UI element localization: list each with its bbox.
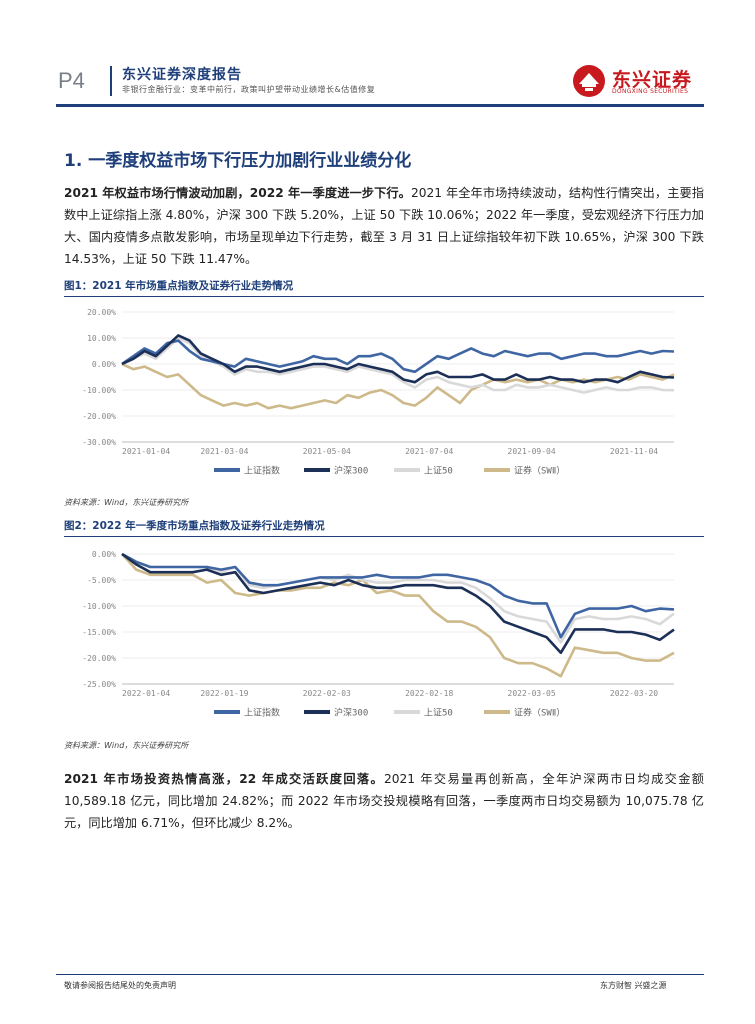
figure-2-chart: 0.00% -5.00% -10.00% -15.00% -20.00% -25.00% 2… <box>82 550 675 719</box>
header-rule <box>56 104 704 107</box>
paragraph-2-lead: 2021 年市场投资热情高涨，22 年成交活跃度回落。 <box>64 772 385 786</box>
y-tick-label: 0.00% <box>92 550 116 559</box>
y-tick-label: 20.00% <box>87 308 116 317</box>
footer-rule <box>56 974 704 975</box>
x-tick-label: 2021-11-04 <box>610 447 658 456</box>
x-tick-label: 2021-01-04 <box>122 447 170 456</box>
series-line-1 <box>121 334 675 384</box>
series-line-0 <box>121 339 675 374</box>
figure-1-rule <box>64 296 704 297</box>
x-tick-label: 2022-01-19 <box>200 689 248 698</box>
y-tick-label: -20.00% <box>82 412 116 421</box>
y-tick-label: -30.00% <box>82 438 116 447</box>
x-tick-label: 2021-03-04 <box>200 447 248 456</box>
x-tick-label: 2022-02-03 <box>303 689 351 698</box>
legend-label: 证券（SWⅡ） <box>514 707 565 719</box>
y-tick-label: 0.00% <box>92 360 116 369</box>
report-title: 东兴证券深度报告 <box>122 67 242 83</box>
company-logo: 东兴证券 DONGXING SECURITIES <box>572 64 702 98</box>
x-tick-label: 2022-03-05 <box>508 689 556 698</box>
legend-label: 沪深300 <box>334 465 368 477</box>
paragraph-2: 2021 年市场投资热情高涨，22 年成交活跃度回落。2021 年交易量再创新高… <box>64 768 704 834</box>
y-tick-label: -10.00% <box>82 602 116 611</box>
x-tick-label: 2022-01-04 <box>122 689 170 698</box>
x-tick-label: 2021-05-04 <box>303 447 351 456</box>
footer-disclaimer: 敬请参阅报告结尾处的免责声明 <box>64 981 176 990</box>
logo-text-en: DONGXING SECURITIES <box>612 88 689 95</box>
y-tick-label: -15.00% <box>82 628 116 637</box>
section-heading: 1. 一季度权益市场下行压力加剧行业业绩分化 <box>64 151 412 171</box>
y-tick-label: -5.00% <box>87 576 116 585</box>
paragraph-2-body: 2021 年交易量再创新高，全年沪深两市日均成交金额 10,589.18 亿元，… <box>64 772 704 830</box>
figure-2-rule <box>64 536 704 537</box>
x-tick-label: 2021-09-04 <box>508 447 556 456</box>
paragraph-1: 2021 年权益市场行情波动加剧，2022 年一季度进一步下行。2021 年全年… <box>64 182 704 270</box>
paragraph-1-body: 2021 年全年市场持续波动，结构性行情突出，主要指数中上证综指上涨 4.80%… <box>64 186 704 266</box>
legend-label: 沪深300 <box>334 707 368 719</box>
legend-label: 上证50 <box>424 466 453 477</box>
legend-label: 证券（SWⅡ） <box>514 465 565 477</box>
series-line-3 <box>121 553 675 678</box>
paragraph-1-lead: 2021 年权益市场行情波动加剧，2022 年一季度进一步下行。 <box>64 186 411 200</box>
y-tick-label: -10.00% <box>82 386 116 395</box>
header-divider <box>110 66 112 96</box>
footer-slogan: 东方财智 兴盛之源 <box>600 981 667 990</box>
series-line-3 <box>121 362 675 410</box>
legend-label: 上证50 <box>424 708 453 719</box>
figure-2-title: 图2：2022 年一季度市场重点指数及证券行业走势情况 <box>64 520 325 532</box>
series-line-1 <box>121 552 675 655</box>
y-tick-label: -25.00% <box>82 680 116 689</box>
figure-1-source: 资料来源：Wind，东兴证券研究所 <box>64 498 189 507</box>
x-tick-label: 2022-03-20 <box>610 689 658 698</box>
y-tick-label: 10.00% <box>87 334 116 343</box>
legend-label: 上证指数 <box>244 707 280 719</box>
logo-text-cn: 东兴证券 <box>612 69 693 91</box>
report-subtitle: 非银行金融行业：变革中前行，政策叫护望带动业绩增长&估值修复 <box>122 85 376 94</box>
series-line-0 <box>121 552 675 639</box>
y-tick-label: -20.00% <box>82 654 116 663</box>
page-number: P4 <box>58 68 85 93</box>
figure-1-title: 图1：2021 年市场重点指数及证券行业走势情况 <box>64 280 294 292</box>
figure-1-chart: 20.00% 10.00% 0.00% -10.00% -20.00% -30.00% 20… <box>82 308 675 477</box>
figure-2-source: 资料来源：Wind，东兴证券研究所 <box>64 741 189 750</box>
x-tick-label: 2021-07-04 <box>405 447 453 456</box>
x-tick-label: 2022-02-18 <box>405 689 453 698</box>
logo-mark-icon <box>573 65 605 97</box>
legend-label: 上证指数 <box>244 465 280 477</box>
